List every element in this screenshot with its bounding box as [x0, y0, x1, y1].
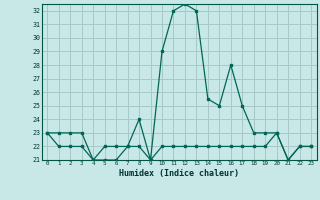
- X-axis label: Humidex (Indice chaleur): Humidex (Indice chaleur): [119, 169, 239, 178]
